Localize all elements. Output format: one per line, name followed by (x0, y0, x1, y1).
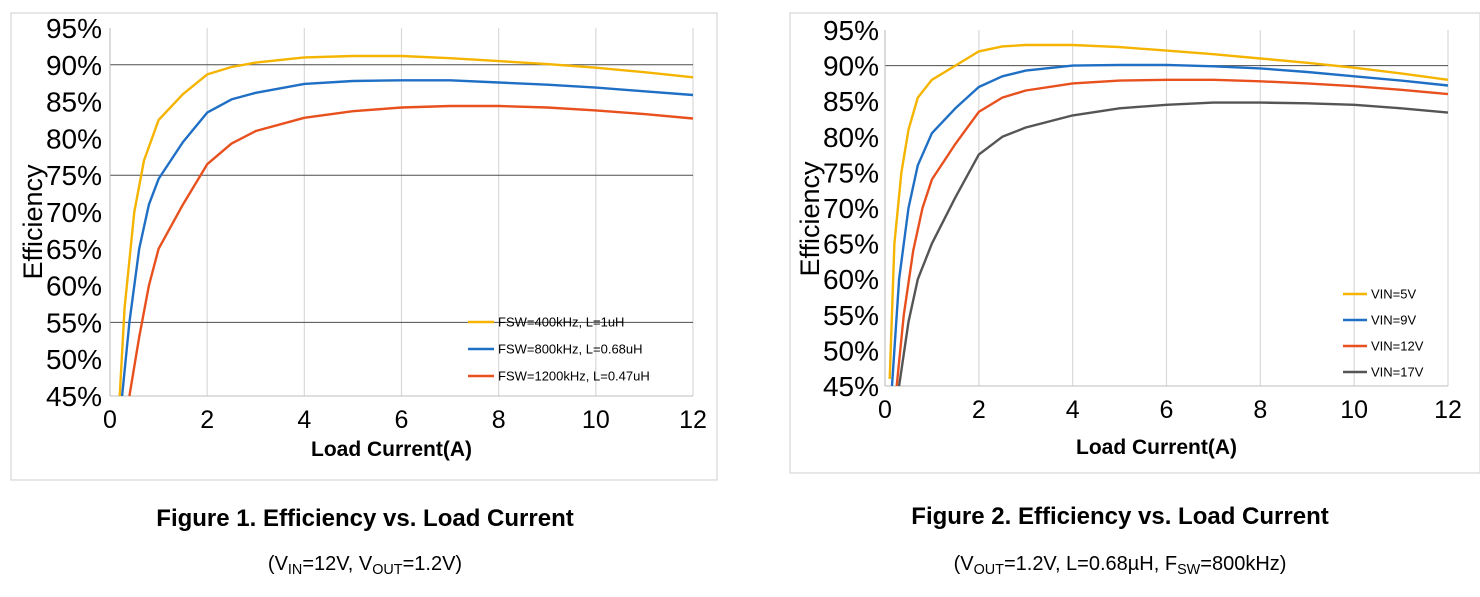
chart2-series-line (890, 63, 1449, 387)
chart2-x-axis-label: Load Current(A) (1076, 436, 1237, 459)
chart2-y-tick-label: 70% (823, 193, 879, 224)
chart1-series-line (128, 104, 694, 397)
chart2-y-tick-label: 80% (823, 122, 879, 153)
efficiency-chart-2: 45% 50% 55% 60% 65% 70% 75% 80% 85% 90% 95% 0 2 4 6 8 10… (789, 12, 1480, 474)
chart2-x-tick-label: 10 (1340, 396, 1368, 424)
chart2-legend-label: VIN=5V (1371, 287, 1416, 302)
figure-1-title: Figure 1. Efficiency vs. Load Current (156, 505, 574, 532)
chart2-y-tick-label: 95% (823, 15, 879, 46)
chart1-y-tick-label: 80% (46, 123, 102, 154)
figure-2-sub-s2: SW (1177, 562, 1201, 579)
chart2-series-line (897, 101, 1449, 387)
chart1-x-tick-label: 6 (395, 406, 409, 434)
chart2-legend-label: VIN=9V (1371, 313, 1416, 328)
chart2-y-tick-label: 65% (823, 229, 879, 260)
figure-1-caption: Figure 1. Efficiency vs. Load Current (V… (0, 505, 730, 579)
chart1-x-tick-label: 8 (492, 406, 506, 434)
chart1-x-tick-label: 2 (200, 406, 214, 434)
chart2-y-tick-label: 45% (823, 371, 879, 402)
chart1-y-tick-label: 50% (46, 344, 102, 375)
chart2-legend-label: VIN=17V (1371, 365, 1424, 380)
chart1-legend-label: FSW=1200kHz, L=0.47uH (498, 369, 650, 384)
chart1-series-line (118, 54, 694, 397)
chart1-x-tick-label: 0 (103, 406, 117, 434)
chart2-y-tick-label: 60% (823, 264, 879, 295)
figure-1-sub-t1: =12V, V (302, 553, 373, 575)
chart1-series-line (120, 79, 694, 397)
figure-1-sub-s1: IN (287, 562, 303, 579)
chart2-x-tick-label: 6 (1160, 396, 1174, 424)
figure-2-sub-open: (V (953, 553, 974, 575)
chart2-x-tick-label: 8 (1253, 396, 1267, 424)
efficiency-chart-1: 45% 50% 55% 60% 65% 70% 75% 80% 85% 90% 95% 0 2 4 6 8 10… (10, 12, 718, 481)
chart2-x-tick-label: 12 (1434, 396, 1462, 424)
chart2-y-tick-label: 90% (823, 51, 879, 82)
figure-2-title: Figure 2. Efficiency vs. Load Current (911, 503, 1329, 530)
chart1-y-tick-label: 85% (46, 87, 102, 118)
chart1-y-tick-label: 55% (46, 307, 102, 338)
chart1-frame (10, 12, 718, 481)
chart1-x-tick-label: 12 (679, 406, 707, 434)
chart1-y-tick-label: 75% (46, 160, 102, 191)
chart1-legend-label: FSW=800kHz, L=0.68uH (498, 342, 643, 357)
figure-1-sub-t2: =1.2V) (402, 553, 463, 575)
figure-1-sub-open: (V (267, 553, 288, 575)
chart1-legend-label: FSW=400kHz, L=1uH (498, 315, 624, 330)
chart1-y-tick-label: 95% (46, 13, 102, 44)
chart2-series-line (895, 78, 1449, 387)
figure-1-sub-s2: OUT (372, 562, 403, 579)
chart2-y-tick-label: 50% (823, 335, 879, 366)
figure-1-subtitle: (VIN=12V, VOUT=1.2V) (0, 553, 730, 579)
chart2-x-tick-label: 0 (878, 396, 892, 424)
chart1-y-tick-label: 45% (46, 381, 102, 412)
chart1-y-tick-label: 90% (46, 50, 102, 81)
chart2-y-axis-label: Efficiency (795, 161, 825, 277)
chart2-y-tick-label: 55% (823, 300, 879, 331)
figure-2-sub-t2: =800kHz) (1200, 553, 1287, 575)
chart1-x-tick-label: 4 (297, 406, 311, 434)
chart1-y-tick-label: 65% (46, 234, 102, 265)
chart2-legend-label: VIN=12V (1371, 339, 1424, 354)
chart1-x-axis-label: Load Current(A) (311, 438, 472, 461)
chart1-y-tick-label: 60% (46, 271, 102, 302)
chart2-x-tick-label: 4 (1066, 396, 1080, 424)
chart1-y-axis-label: Efficiency (18, 164, 48, 280)
figure-2-sub-t1: =1.2V, L=0.68µH, F (1003, 553, 1178, 575)
figure-2-caption: Figure 2. Efficiency vs. Load Current (V… (760, 503, 1480, 579)
chart1-y-tick-label: 70% (46, 197, 102, 228)
chart1-x-tick-label: 10 (582, 406, 610, 434)
chart2-y-tick-label: 85% (823, 86, 879, 117)
chart2-x-tick-label: 2 (972, 396, 986, 424)
figure-2-subtitle: (VOUT=1.2V, L=0.68µH, FSW=800kHz) (760, 553, 1480, 579)
figure-2-sub-s1: OUT (973, 562, 1004, 579)
chart2-y-tick-label: 75% (823, 157, 879, 188)
chart2-series-line (888, 43, 1449, 379)
